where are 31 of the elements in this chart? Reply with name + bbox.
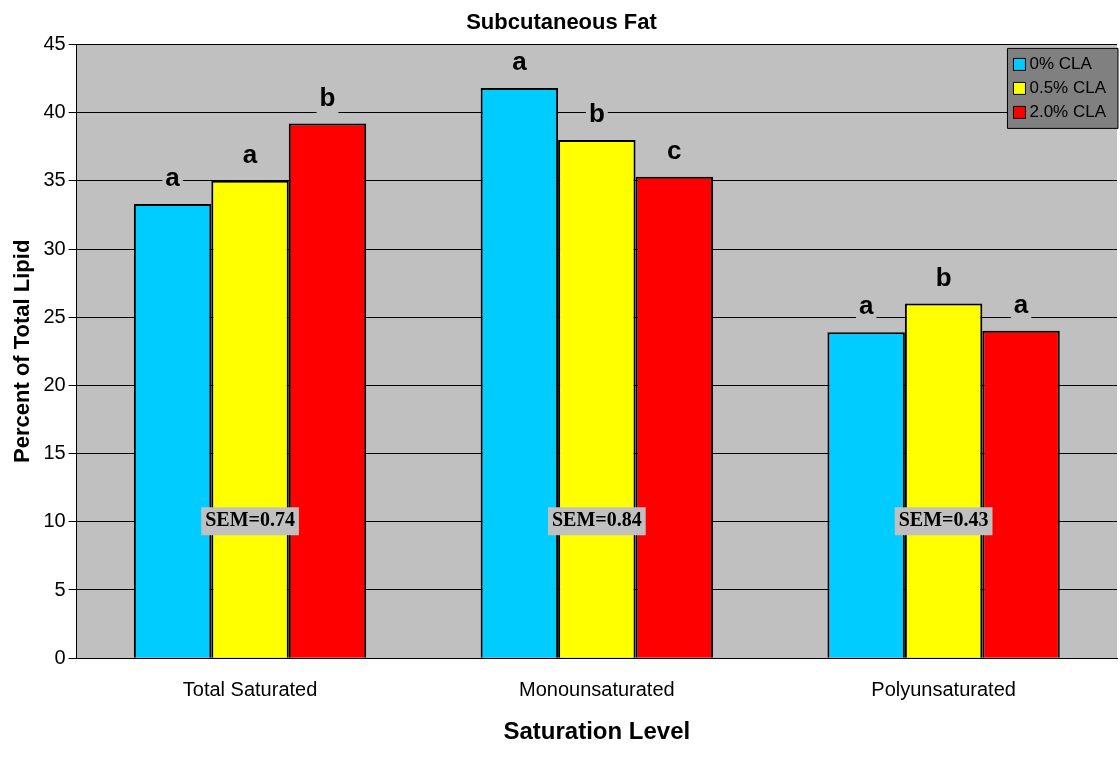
data-label: c: [667, 134, 682, 165]
y-tick-label: 35: [43, 168, 66, 191]
y-tick-label: 15: [43, 441, 66, 464]
data-label: b: [935, 261, 952, 292]
chart-title: Subcutaneous Fat: [466, 9, 658, 35]
legend-label: 2.0% CLA: [1029, 102, 1107, 122]
data-label: b: [588, 98, 605, 129]
data-label: a: [1013, 289, 1029, 320]
annotation: SEM=0.74: [205, 508, 295, 531]
y-tick-label: 30: [43, 236, 66, 259]
x-tick-label: Total Saturated: [182, 677, 318, 700]
data-label: a: [858, 290, 874, 321]
data-label: a: [242, 138, 258, 169]
data-label: b: [319, 81, 336, 112]
data-label: a: [512, 46, 528, 77]
annotation: SEM=0.84: [551, 508, 642, 531]
y-axis-title: Percent of Total Lipid: [9, 239, 35, 463]
annotation: SEM=0.43: [898, 508, 989, 531]
data-label: a: [165, 162, 181, 193]
x-axis-title: Saturation Level: [503, 717, 691, 745]
y-tick-label: 0: [54, 645, 66, 668]
y-tick-label: 45: [43, 31, 66, 54]
legend-label: 0% CLA: [1029, 54, 1093, 74]
legend-label: 0.5% CLA: [1029, 78, 1107, 98]
y-tick-label: 5: [54, 577, 66, 600]
x-tick-label: Polyunsaturated: [871, 677, 1016, 700]
y-tick-label: 25: [43, 304, 66, 327]
y-tick-label: 40: [43, 100, 66, 123]
y-tick-label: 10: [43, 509, 66, 532]
x-tick-label: Monounsaturated: [518, 677, 675, 700]
y-tick-label: 20: [43, 372, 66, 395]
